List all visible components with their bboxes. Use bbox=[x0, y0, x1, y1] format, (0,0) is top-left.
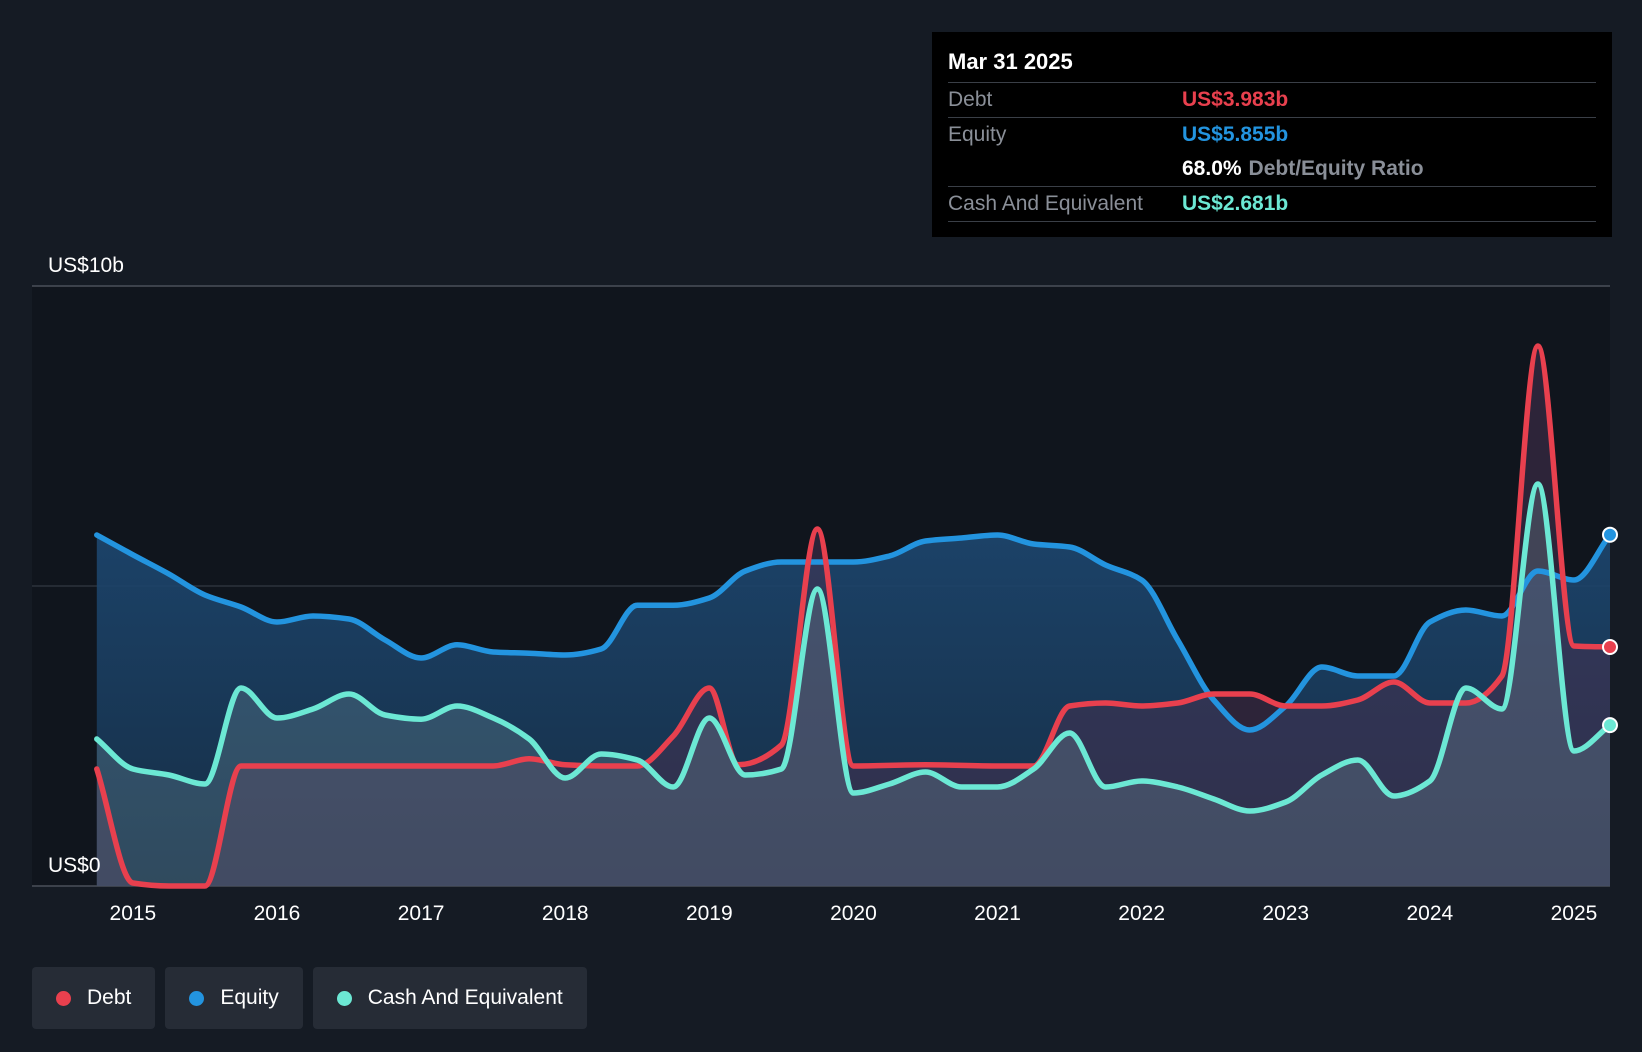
x-tick-label: 2017 bbox=[398, 902, 445, 925]
legend: Debt Equity Cash And Equivalent bbox=[32, 967, 587, 1029]
tooltip-debt-value: US$3.983b bbox=[1182, 88, 1289, 111]
cash-dot-icon bbox=[336, 990, 352, 1006]
tooltip-ratio-label: Debt/Equity Ratio bbox=[1248, 157, 1424, 180]
tooltip-cash-value: US$2.681b bbox=[1182, 192, 1289, 215]
y-tick-label: US$0 bbox=[48, 854, 101, 877]
tooltip-row-debt: Debt US$3.983b bbox=[948, 82, 1596, 117]
tooltip-panel: Mar 31 2025 Debt US$3.983b Equity US$5.8… bbox=[932, 32, 1612, 237]
endpoint-cash-and-equivalent bbox=[1602, 717, 1618, 734]
x-tick-label: 2018 bbox=[542, 902, 589, 925]
x-tick-label: 2015 bbox=[110, 902, 157, 925]
legend-label-cash: Cash And Equivalent bbox=[367, 986, 563, 1009]
tooltip-equity-label: Equity bbox=[948, 123, 1007, 146]
tooltip-cash-label: Cash And Equivalent bbox=[948, 192, 1143, 215]
axes: US$0 US$10b 2015 2016 2017 2018 2019 2020 2021 20… bbox=[48, 254, 1597, 925]
endpoint-equity bbox=[1602, 526, 1618, 543]
legend-label-equity: Equity bbox=[220, 986, 279, 1009]
x-tick-label: 2025 bbox=[1551, 902, 1598, 925]
legend-label-debt: Debt bbox=[87, 986, 132, 1009]
x-tick-label: 2023 bbox=[1262, 902, 1309, 925]
x-tick-label: 2016 bbox=[254, 902, 301, 925]
area-cash-and-equivalent bbox=[96, 484, 1610, 886]
y-tick-label: US$10b bbox=[48, 254, 124, 277]
legend-item-cash[interactable]: Cash And Equivalent bbox=[312, 967, 587, 1029]
tooltip-row-equity: Equity US$5.855b bbox=[948, 117, 1596, 152]
x-tick-label: 2019 bbox=[686, 902, 733, 925]
tooltip-row-ratio: 68.0% Debt/Equity Ratio bbox=[948, 152, 1596, 186]
x-tick-label: 2024 bbox=[1407, 902, 1454, 925]
x-tick-label: 2022 bbox=[1118, 902, 1165, 925]
equity-dot-icon bbox=[189, 990, 205, 1006]
series-lines bbox=[94, 343, 1613, 889]
tooltip-ratio-value: 68.0% bbox=[1182, 157, 1242, 180]
line-cash-and-equivalent bbox=[94, 481, 1613, 814]
area-debt bbox=[96, 346, 1610, 886]
x-tick-label: 2020 bbox=[830, 902, 877, 925]
endpoint-debt bbox=[1602, 639, 1618, 656]
series-endpoints bbox=[1602, 526, 1618, 734]
line-equity bbox=[94, 531, 1613, 733]
tooltip-date: Mar 31 2025 bbox=[948, 49, 1073, 74]
tooltip-equity-value: US$5.855b bbox=[1182, 123, 1289, 146]
legend-item-equity[interactable]: Equity bbox=[165, 967, 303, 1029]
debt-dot-icon bbox=[56, 990, 71, 1006]
line-debt bbox=[94, 343, 1613, 889]
x-tick-label: 2021 bbox=[974, 902, 1021, 925]
tooltip-row-cash: Cash And Equivalent US$2.681b bbox=[948, 186, 1596, 222]
tooltip-debt-label: Debt bbox=[948, 88, 993, 111]
legend-item-debt[interactable]: Debt bbox=[32, 967, 156, 1029]
series-areas bbox=[96, 346, 1610, 886]
